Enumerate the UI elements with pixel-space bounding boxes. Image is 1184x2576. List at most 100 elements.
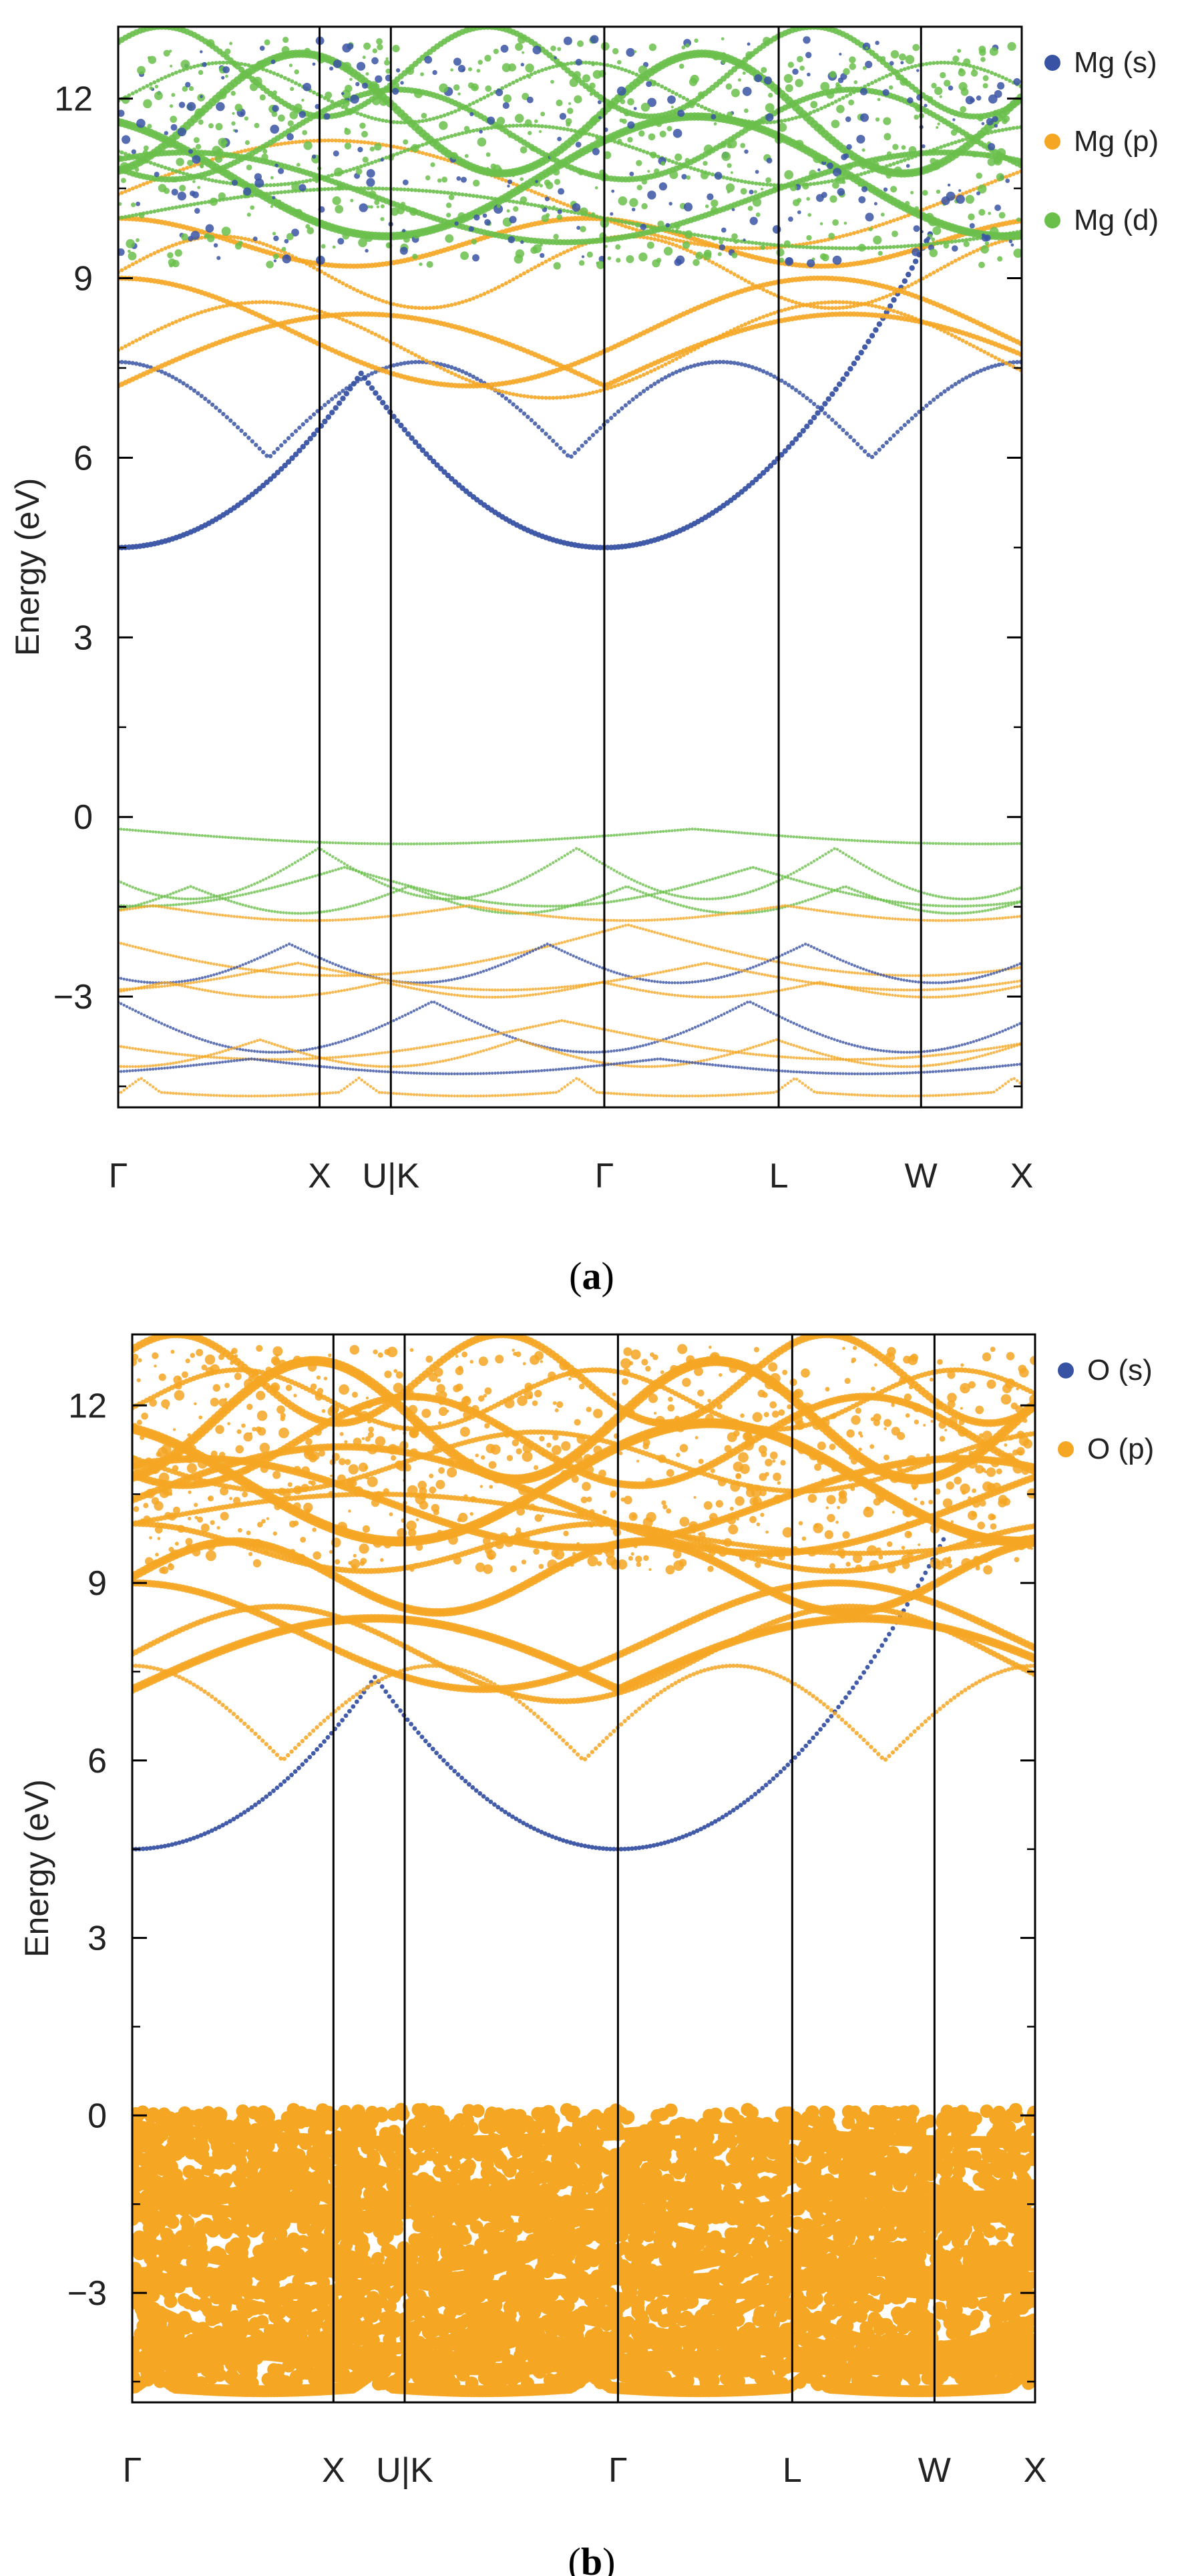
band-point (540, 112, 546, 117)
band-point (540, 395, 544, 400)
band-point (427, 189, 432, 194)
band-point (910, 416, 914, 421)
band-point (849, 63, 856, 70)
band-point (272, 191, 276, 195)
band-point (763, 37, 771, 45)
band-point (783, 183, 787, 188)
band-point (566, 203, 570, 208)
band-point (719, 244, 726, 251)
band-point (845, 116, 851, 122)
band-point (757, 286, 762, 290)
band-point (214, 61, 218, 65)
band-point (812, 240, 817, 244)
band-point (350, 198, 354, 202)
band-point (457, 374, 461, 379)
band-point (209, 197, 218, 206)
band-point (666, 126, 672, 132)
band-point (439, 114, 443, 119)
band-point (693, 232, 697, 237)
band-point (529, 395, 534, 399)
band-point (612, 412, 617, 417)
band-point (178, 69, 182, 73)
band-point (747, 206, 753, 211)
band-point (843, 371, 850, 377)
band-point (369, 146, 375, 152)
band-point (1008, 79, 1012, 83)
band-point (530, 146, 536, 152)
band-point (699, 242, 704, 247)
band-point (957, 139, 962, 144)
band-point (312, 62, 316, 66)
band-point (935, 268, 940, 273)
band-point (178, 102, 186, 108)
band-point (598, 215, 602, 220)
band-point (858, 161, 865, 168)
band-point (554, 207, 559, 212)
band-point (566, 122, 571, 127)
band-point (877, 245, 881, 250)
band-point (296, 162, 301, 167)
band-point (807, 419, 813, 425)
band-point (344, 142, 352, 150)
band-point (174, 249, 182, 257)
band-point (547, 257, 552, 262)
band-point (172, 177, 178, 183)
band-point (261, 153, 268, 161)
band-point (376, 205, 380, 208)
band-point (836, 104, 845, 114)
band-point (962, 87, 966, 90)
band-point (848, 305, 853, 309)
band-point (401, 202, 405, 207)
band-point (993, 72, 998, 77)
band-point (910, 190, 914, 194)
band-point (747, 120, 751, 124)
band-point (261, 300, 266, 305)
band-point (729, 360, 733, 365)
band-point (275, 72, 280, 77)
band-point (273, 235, 279, 242)
band-point (711, 260, 715, 264)
band-point (178, 204, 182, 209)
band-point (323, 138, 327, 143)
band-point (732, 272, 737, 277)
band-point (688, 249, 693, 254)
band-point (924, 242, 929, 247)
band-point (830, 300, 835, 305)
band-point (749, 480, 756, 486)
band-point (696, 242, 701, 246)
band-point (415, 842, 419, 846)
band-point (156, 163, 160, 168)
band-point (362, 375, 367, 379)
band-point (453, 366, 457, 371)
band-point (297, 425, 302, 430)
band-point (490, 163, 497, 170)
band-point (721, 266, 726, 270)
band-point (575, 58, 582, 66)
band-point (500, 45, 509, 53)
band-point (185, 203, 190, 208)
band-point (638, 73, 642, 78)
band-point (166, 373, 172, 377)
band-point (247, 837, 250, 841)
band-point (274, 470, 280, 476)
band-point (195, 834, 198, 837)
band-point (268, 244, 272, 248)
band-point (990, 353, 994, 358)
band-point (224, 48, 231, 55)
band-point (693, 167, 697, 172)
band-point (431, 189, 436, 194)
band-point (769, 242, 773, 247)
band-point (504, 124, 508, 128)
band-point (278, 168, 284, 174)
band-point (594, 214, 599, 219)
band-point (843, 67, 850, 75)
band-point (275, 447, 280, 451)
band-point (578, 169, 584, 176)
band-point (584, 439, 588, 445)
band-point (522, 51, 525, 54)
band-point (244, 116, 248, 121)
band-point (401, 842, 404, 846)
band-point (952, 118, 956, 122)
band-point (345, 842, 349, 845)
band-point (769, 182, 773, 187)
